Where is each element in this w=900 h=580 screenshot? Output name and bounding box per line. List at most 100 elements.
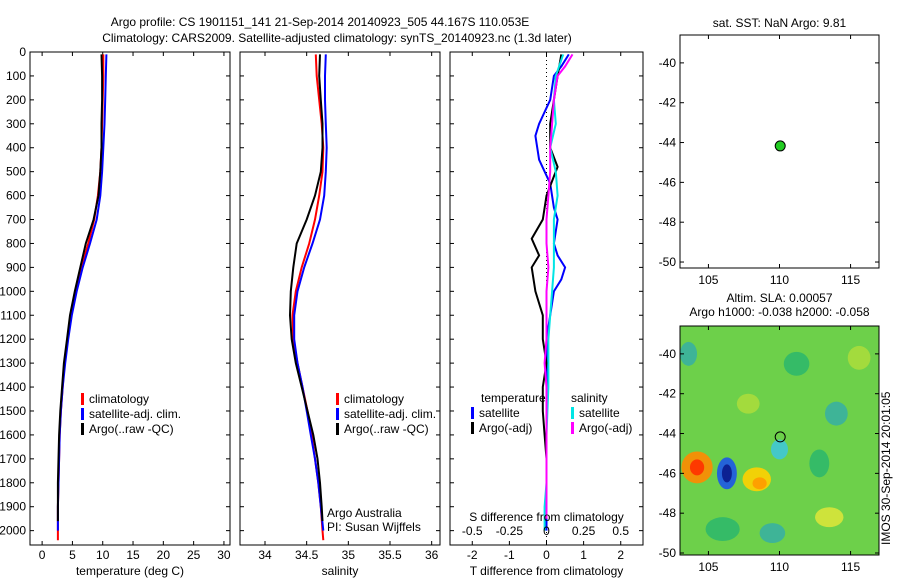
y-tick-label: 1200 [0, 332, 26, 346]
y-tick-label: 200 [6, 93, 26, 107]
y-tick-label: 1400 [0, 380, 26, 394]
x-tick-label: 5 [69, 548, 76, 562]
legend-swatch [336, 393, 339, 405]
legend-swatch [571, 422, 574, 434]
salinity-panel: 34 34.5 35 35.5 36 salinity climatologysatelli… [239, 51, 441, 578]
sla-eddy [759, 523, 786, 544]
y-tick-label: 500 [6, 165, 26, 179]
y-tick-label: -44 [659, 427, 677, 441]
x-tick-label: 36 [425, 548, 439, 562]
y-tick-label: -50 [659, 546, 677, 560]
series-line-argo-adj- [543, 53, 574, 519]
y-tick-label: 1100 [0, 308, 26, 322]
y-tick-label: 0 [19, 45, 26, 59]
y-tick-label: 1500 [0, 404, 26, 418]
x-tick-label: 1 [580, 548, 587, 562]
x-tick-label: 110 [770, 560, 789, 574]
top-tick-label: 0 [543, 524, 550, 538]
y-tick-label: 700 [6, 213, 26, 227]
y-tick-label: -42 [659, 387, 677, 401]
y-tick-label: -40 [659, 56, 677, 70]
plot-frame [239, 51, 441, 546]
y-tick-label: 2000 [0, 524, 26, 538]
sla-eddy [752, 477, 767, 490]
x-tick-label: 30 [217, 548, 231, 562]
sla-eddy [783, 351, 810, 376]
legend-swatch [336, 423, 339, 435]
sla-eddy [721, 464, 732, 483]
x-tick-label: 35 [342, 548, 356, 562]
legend-label: Argo(..raw -QC) [344, 422, 429, 436]
sla-eddy [815, 507, 844, 528]
x-tick-label: 25 [187, 548, 201, 562]
series-line-argo-raw-qc- [288, 54, 324, 522]
map-title: Argo h1000: -0.038 h2000: -0.058 [689, 305, 869, 319]
x-tick-label: 0 [39, 548, 46, 562]
temperature-panel: 0 5 10 15 20 25 300100200300400500600700800900… [0, 45, 231, 578]
y-tick-label: -44 [659, 136, 677, 150]
top-tick-label: -0.5 [462, 524, 483, 538]
legend-title: salinity [571, 391, 608, 405]
sla-eddy [824, 401, 848, 426]
legend-label: satellite-adj. clim. [344, 407, 436, 421]
top-tick-label: -0.25 [496, 524, 524, 538]
y-tick-label: 100 [6, 69, 26, 83]
argo-location-marker [774, 431, 786, 443]
x-tick-label: 0 [543, 548, 550, 562]
legend-label: Argo(-adj) [579, 421, 632, 435]
figure-title-line1: Argo profile: CS 1901151_141 21-Sep-2014… [111, 15, 530, 29]
map-background [680, 35, 879, 268]
y-tick-label: -42 [659, 96, 677, 110]
sla-eddy [847, 345, 871, 370]
sla-field [680, 326, 879, 555]
x-tick-label: 15 [126, 548, 140, 562]
plot-frame [29, 51, 231, 546]
sla-eddy [705, 517, 740, 542]
x-tick-label: 34.5 [295, 548, 319, 562]
legend-label: climatology [89, 392, 149, 406]
y-tick-label: -46 [659, 466, 677, 480]
map-title: sat. SST: NaN Argo: 9.81 [713, 16, 847, 30]
y-tick-label: -40 [659, 347, 677, 361]
difference-panel: -2 -1 0 1 2 T difference from climatology -0.5… [449, 51, 644, 578]
figure-title-line2: Climatology: CARS2009. Satellite-adjuste… [102, 31, 572, 45]
y-tick-label: 600 [6, 189, 26, 203]
map-title: Altim. SLA: 0.00057 [726, 291, 832, 305]
note-line: PI: Susan Wijffels [327, 520, 421, 534]
legend-title: temperature [481, 391, 546, 405]
side-timestamp: IMOS 30-Sep-2014 20:01:05 [879, 391, 893, 545]
top-tick-label: 0.25 [572, 524, 596, 538]
x-tick-label: 35.5 [378, 548, 402, 562]
note-line: Argo Australia [327, 506, 402, 520]
legend-swatch [81, 408, 84, 420]
legend-swatch [471, 422, 474, 434]
legend-label: Argo(-adj) [479, 421, 532, 435]
x-tick-label: 105 [698, 560, 718, 574]
y-tick-label: 1900 [0, 500, 26, 514]
sst-map-panel: 105 110 115 -40 -42 -44 -46 -48 -50 sat. SST: NaN… [659, 16, 880, 287]
legend-swatch [336, 408, 339, 420]
legend-label: satellite [579, 406, 620, 420]
legend-swatch [571, 407, 574, 419]
x-tick-label: 115 [841, 560, 860, 574]
sla-eddy [809, 449, 830, 478]
sla-eddy [689, 459, 705, 476]
y-tick-label: -46 [659, 175, 677, 189]
y-tick-label: 1800 [0, 476, 26, 490]
y-tick-label: -48 [659, 215, 677, 229]
top-axis-label: S difference from climatology [469, 510, 624, 524]
x-tick-label: 2 [617, 548, 624, 562]
x-tick-label: -1 [504, 548, 515, 562]
legend-label: satellite [479, 406, 520, 420]
argo-location-marker [774, 140, 786, 152]
x-tick-label: -2 [467, 548, 478, 562]
x-tick-label: 110 [770, 273, 789, 287]
x-tick-label: 105 [698, 273, 718, 287]
sla-map-panel: 105 110 115 -40 -42 -44 -46 -48 -50 Altim. SLA: 0… [659, 291, 880, 574]
y-tick-label: 1300 [0, 356, 26, 370]
x-axis-label: T difference from climatology [470, 564, 624, 578]
legend-label: Argo(..raw -QC) [89, 422, 174, 436]
sla-eddy [680, 341, 698, 366]
x-tick-label: 20 [157, 548, 171, 562]
